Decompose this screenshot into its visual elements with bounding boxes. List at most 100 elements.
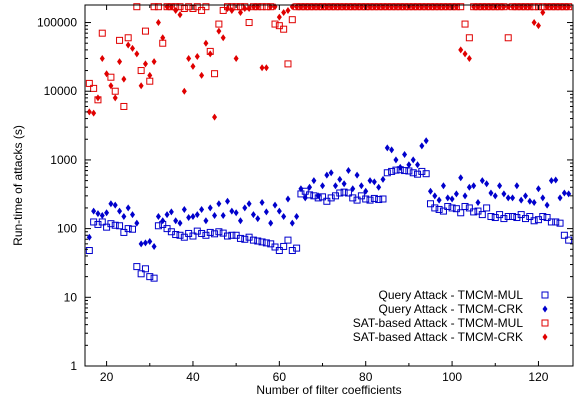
data-point xyxy=(271,243,279,251)
data-point xyxy=(556,219,564,227)
data-point xyxy=(134,50,140,58)
series-1 xyxy=(86,137,572,250)
data-point xyxy=(366,196,374,204)
series-0 xyxy=(85,166,573,282)
data-point xyxy=(436,196,442,204)
data-point xyxy=(315,192,321,200)
data-point xyxy=(337,175,343,183)
data-point xyxy=(301,187,309,195)
data-point xyxy=(284,60,292,68)
data-point xyxy=(566,190,572,198)
data-point xyxy=(151,58,157,66)
data-point xyxy=(173,217,179,225)
data-point xyxy=(236,234,244,242)
data-point xyxy=(531,19,537,27)
data-point xyxy=(288,16,296,24)
data-point xyxy=(345,167,351,175)
data-point xyxy=(458,174,464,182)
data-point xyxy=(504,34,512,42)
data-point xyxy=(302,194,308,202)
data-point xyxy=(202,3,210,11)
plot-frame xyxy=(84,4,574,367)
series-2 xyxy=(85,3,573,110)
data-point xyxy=(281,8,287,16)
data-point xyxy=(246,5,252,13)
data-point xyxy=(262,239,270,247)
legend-marker xyxy=(541,319,549,327)
x-tick-label: 80 xyxy=(359,370,373,384)
data-point xyxy=(212,212,218,220)
data-point xyxy=(150,3,158,11)
data-point xyxy=(228,231,236,239)
data-point xyxy=(422,170,430,178)
data-point xyxy=(353,196,361,204)
data-point xyxy=(176,231,184,239)
data-point xyxy=(259,198,265,206)
data-point xyxy=(431,204,439,212)
data-point xyxy=(497,182,503,190)
data-point xyxy=(129,225,137,233)
data-point xyxy=(224,232,232,240)
data-point xyxy=(108,82,114,90)
data-point xyxy=(504,213,512,221)
data-point xyxy=(237,217,243,225)
data-point xyxy=(488,189,494,197)
data-point xyxy=(216,200,222,208)
data-point xyxy=(211,70,219,78)
data-point xyxy=(133,3,141,11)
data-point xyxy=(172,231,180,239)
data-point xyxy=(483,204,491,212)
data-point xyxy=(510,194,516,202)
data-point xyxy=(526,213,534,221)
data-point xyxy=(181,87,187,95)
data-point xyxy=(133,263,141,271)
data-point xyxy=(107,220,115,228)
data-point xyxy=(389,146,395,154)
data-point xyxy=(383,169,391,177)
data-point xyxy=(392,166,400,174)
data-point xyxy=(219,6,227,14)
data-point xyxy=(194,53,200,61)
data-point xyxy=(220,34,226,42)
data-point xyxy=(249,236,257,244)
data-point xyxy=(328,169,334,177)
data-point xyxy=(306,191,314,199)
data-point xyxy=(484,180,490,188)
data-point xyxy=(393,156,399,164)
data-point xyxy=(458,46,464,54)
data-point xyxy=(284,236,292,244)
data-point xyxy=(237,8,243,16)
x-tick-label: 120 xyxy=(528,370,548,384)
data-point xyxy=(527,197,533,205)
data-point xyxy=(125,41,131,49)
data-point xyxy=(462,50,468,58)
data-point xyxy=(466,54,472,62)
x-axis-label: Number of filter coefficients xyxy=(256,383,401,397)
data-point xyxy=(557,194,563,202)
data-point xyxy=(124,34,132,42)
data-point xyxy=(320,182,326,190)
data-point xyxy=(466,183,472,191)
data-point xyxy=(225,197,231,205)
data-point xyxy=(531,198,537,206)
x-tick-label: 20 xyxy=(100,370,114,384)
data-point xyxy=(435,205,443,213)
data-point xyxy=(445,194,451,202)
data-point xyxy=(160,217,166,225)
data-point xyxy=(250,211,256,219)
data-point xyxy=(470,208,478,216)
data-point xyxy=(452,205,460,213)
data-point xyxy=(160,34,166,42)
data-point xyxy=(151,242,157,250)
data-point xyxy=(311,177,317,185)
y-tick-label: 1000 xyxy=(50,153,77,167)
data-point xyxy=(324,171,330,179)
y-tick-label: 100 xyxy=(57,222,77,236)
data-point xyxy=(514,182,520,190)
legend-label: SAT-based Attack - TMCM-CRK xyxy=(353,330,523,344)
data-point xyxy=(86,108,92,116)
data-point xyxy=(501,190,507,198)
data-point xyxy=(137,67,145,75)
data-point xyxy=(233,54,239,62)
data-point xyxy=(91,207,97,215)
